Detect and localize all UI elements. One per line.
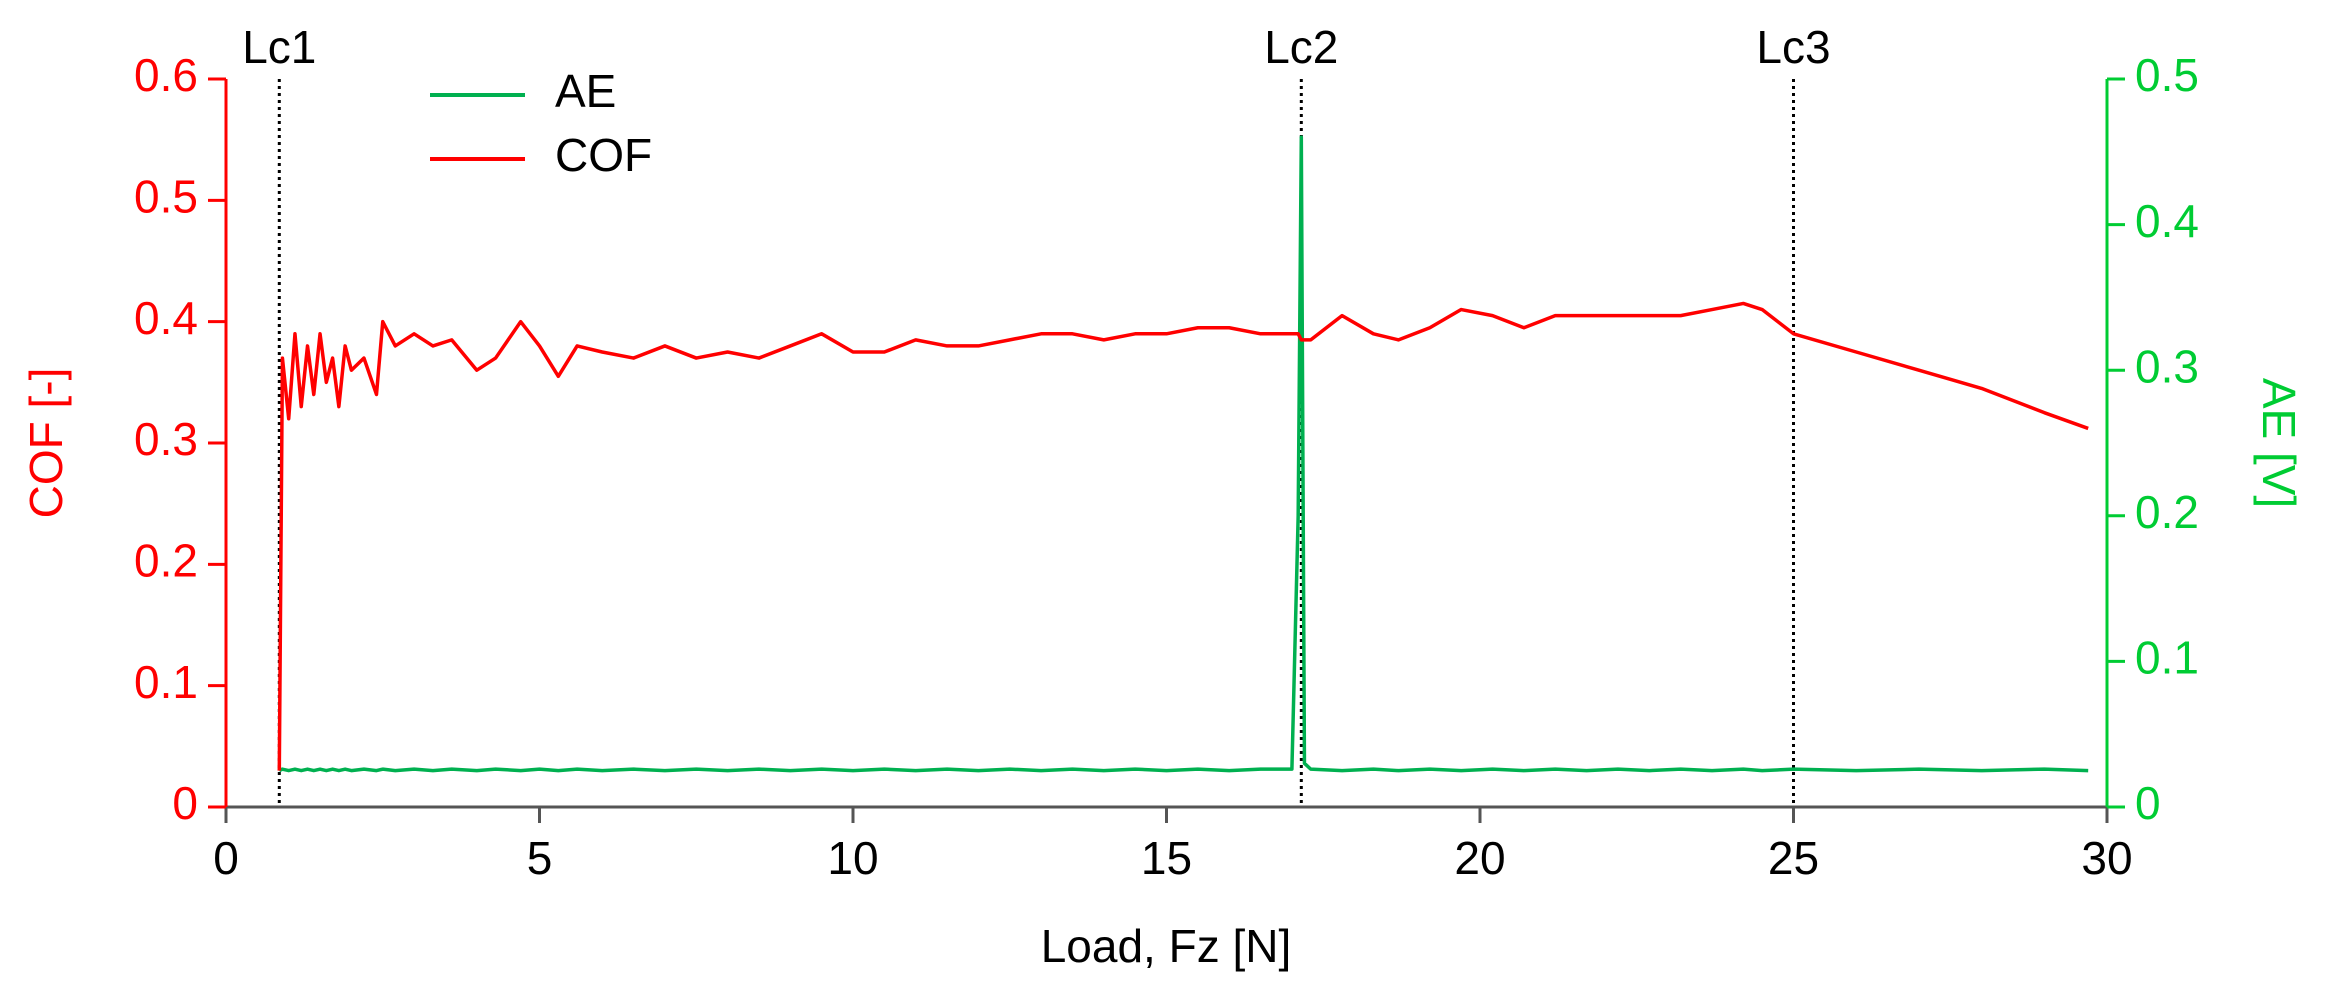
y2-tick-label: 0.3 — [2135, 340, 2199, 392]
y2-tick-label: 0.5 — [2135, 49, 2199, 101]
legend-label: COF — [555, 129, 652, 181]
x-tick-label: 30 — [2081, 832, 2132, 884]
x-tick-label: 25 — [1768, 832, 1819, 884]
y-tick-label: 0.5 — [134, 170, 198, 222]
x-axis-label: Load, Fz [N] — [1041, 920, 1292, 972]
critical-load-label: Lc1 — [242, 21, 316, 73]
y-tick-label: 0.2 — [134, 534, 198, 586]
x-tick-label: 0 — [213, 832, 239, 884]
y2-tick-label: 0.4 — [2135, 195, 2199, 247]
y2-axis-label: AE [V] — [2253, 378, 2305, 508]
x-tick-label: 5 — [527, 832, 553, 884]
y2-tick-label: 0.2 — [2135, 486, 2199, 538]
y-tick-label: 0 — [172, 777, 198, 829]
critical-load-label: Lc3 — [1756, 21, 1830, 73]
y-tick-label: 0.6 — [134, 49, 198, 101]
y2-tick-label: 0.1 — [2135, 632, 2199, 684]
data-line — [277, 301, 2089, 771]
critical-load-label: Lc2 — [1264, 21, 1338, 73]
y-axis-label: COF [-] — [20, 368, 72, 519]
data-line — [278, 135, 2089, 773]
y-tick-label: 0.4 — [134, 292, 198, 344]
x-tick-label: 15 — [1141, 832, 1192, 884]
y2-tick-label: 0 — [2135, 777, 2161, 829]
y-tick-label: 0.1 — [134, 656, 198, 708]
x-tick-label: 20 — [1454, 832, 1505, 884]
legend-label: AE — [555, 65, 616, 117]
y-tick-label: 0.3 — [134, 413, 198, 465]
x-tick-label: 10 — [827, 832, 878, 884]
